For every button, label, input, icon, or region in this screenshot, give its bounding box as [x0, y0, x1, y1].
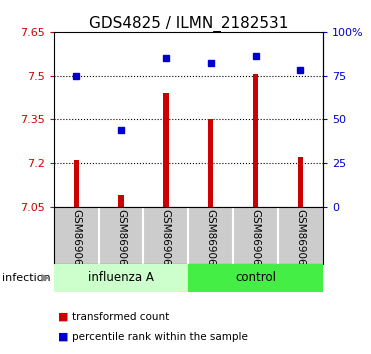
Text: GSM869068: GSM869068 — [295, 209, 305, 272]
Text: GSM869065: GSM869065 — [71, 209, 81, 272]
Title: GDS4825 / ILMN_2182531: GDS4825 / ILMN_2182531 — [89, 16, 288, 32]
Bar — [54, 264, 188, 292]
Bar — [253, 74, 258, 207]
Bar — [188, 264, 323, 292]
Text: ■: ■ — [58, 312, 68, 322]
Text: infection: infection — [2, 273, 50, 283]
Text: GSM869066: GSM869066 — [250, 209, 260, 272]
Bar — [118, 195, 124, 207]
Text: GSM869067: GSM869067 — [116, 209, 126, 272]
Bar — [298, 158, 303, 207]
Text: transformed count: transformed count — [72, 312, 170, 322]
Text: percentile rank within the sample: percentile rank within the sample — [72, 332, 248, 342]
Text: GSM869064: GSM869064 — [206, 209, 216, 272]
Bar — [163, 93, 168, 207]
Text: influenza A: influenza A — [88, 272, 154, 284]
Bar — [208, 120, 213, 207]
Text: ■: ■ — [58, 332, 68, 342]
Text: control: control — [235, 272, 276, 284]
Text: GSM869069: GSM869069 — [161, 209, 171, 272]
Bar — [73, 160, 79, 207]
